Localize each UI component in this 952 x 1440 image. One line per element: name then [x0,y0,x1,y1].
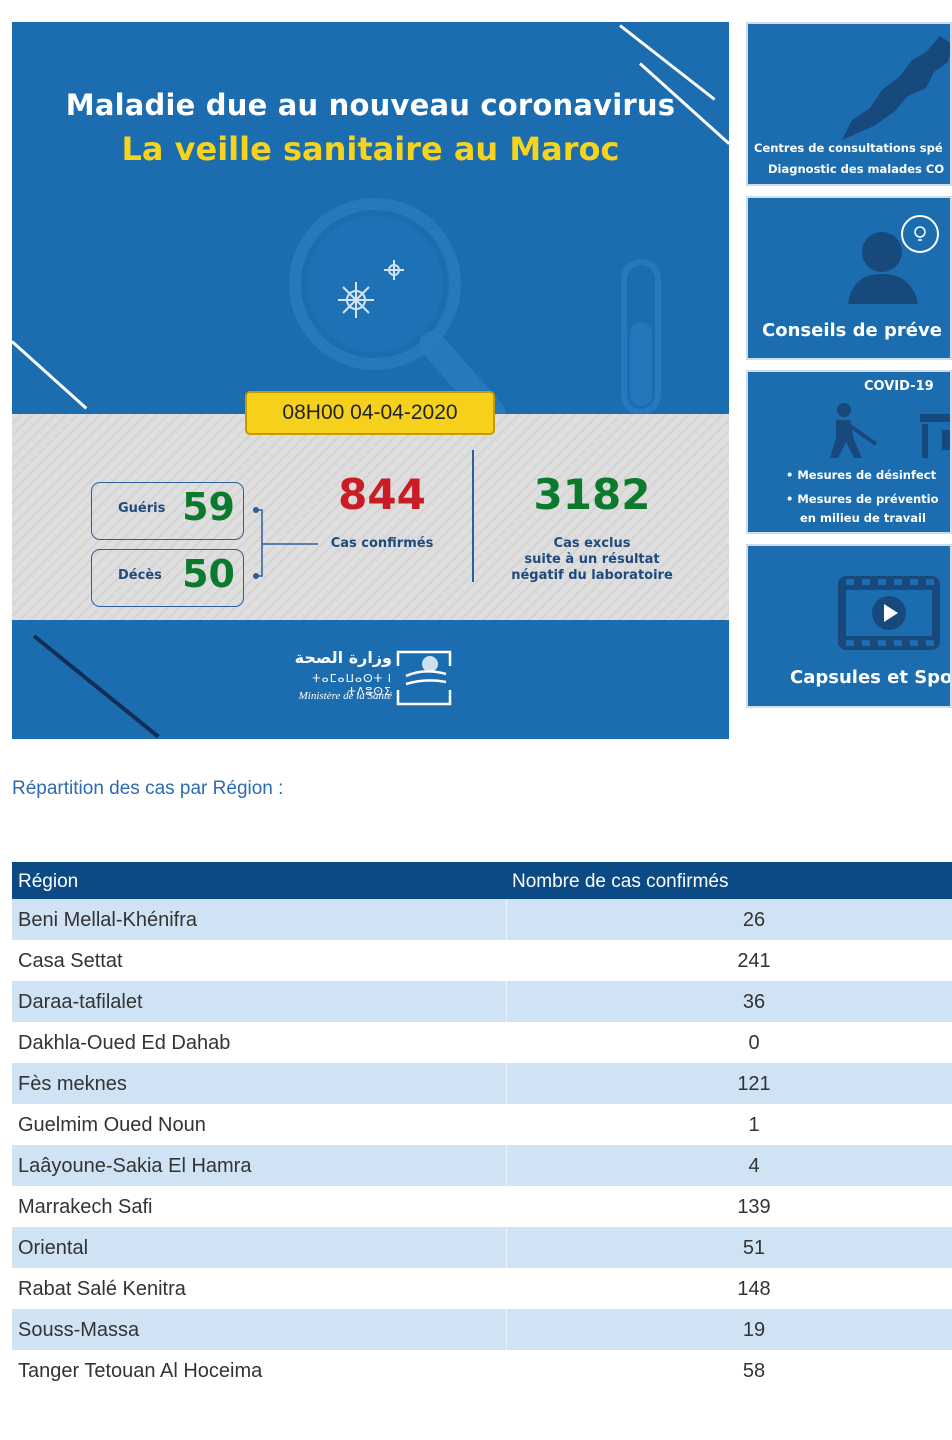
cell-region: Guelmim Oued Noun [18,1114,206,1136]
cell-region: Laâyoune-Sakia El Hamra [18,1155,252,1177]
card-covid-measures[interactable]: COVID-19 • Mesures de désinfect • Mesure… [746,370,952,534]
advice-person-icon [848,215,939,304]
excluded-cases-value: 3182 [533,470,651,519]
card-covid-bullet2-cont: en milieu de travail [800,511,926,525]
excluded-cases-label: Cas exclus suite à un résultat négatif d… [492,536,692,584]
cell-region: Oriental [18,1237,89,1259]
table-row: Tanger Tetouan Al Hoceima 58 [12,1350,952,1391]
table-row: Beni Mellal-Khénifra 26 [12,899,952,940]
card-consultation-line2: Diagnostic des malades CO [768,162,945,176]
recovered-label: Guéris [118,501,166,516]
cell-region: Rabat Salé Kenitra [18,1278,186,1300]
cell-cases: 26 [742,909,766,931]
deaths-box: Décès 50 [91,549,244,607]
bracket-connector [253,507,318,579]
table-row: Guelmim Oued Noun 1 [12,1104,952,1145]
cell-cases: 0 [748,1032,760,1054]
card-prevention-advice[interactable]: Conseils de préve [746,196,952,360]
table-body: Beni Mellal-Khénifra 26 Casa Settat 241 Dara… [12,899,952,1391]
excluded-label-line2: suite à un résultat [524,552,660,567]
card-consultation-centres[interactable]: Centres de consultations spé Diagnostic … [746,22,952,186]
morocco-map-icon [842,36,950,140]
cell-cases: 148 [737,1278,771,1300]
cell-cases: 139 [737,1196,771,1218]
card-consultation-line1: Centres de consultations spé [754,141,943,155]
table-row: Rabat Salé Kenitra 148 [12,1268,952,1309]
video-play-icon [838,576,940,650]
cell-separator [506,1022,507,1063]
banner-title: Maladie due au nouveau coronavirus [65,88,676,122]
cell-cases: 58 [742,1360,766,1382]
cell-region: Marrakech Safi [18,1196,153,1218]
covid-infographic-banner[interactable]: Maladie due au nouveau coronavirus La ve… [12,22,729,739]
cell-separator [506,1145,507,1186]
cell-region: Tanger Tetouan Al Hoceima [18,1360,263,1382]
section-title: Répartition des cas par Région : [12,778,284,799]
header-region: Région [18,871,79,892]
card-covid-bullet2-text: Mesures de préventio [797,492,939,506]
cell-cases: 19 [742,1319,766,1341]
recovered-value: 59 [182,485,235,529]
cell-region: Souss-Massa [18,1319,140,1341]
card-video-title: Capsules et Spo [790,667,952,688]
cell-separator [506,981,507,1022]
card-covid-bullet1-text: Mesures de désinfect [797,468,937,482]
cell-region: Beni Mellal-Khénifra [18,909,197,931]
cell-cases: 121 [737,1073,771,1095]
stats-panel [12,414,729,620]
deaths-label: Décès [118,568,162,583]
cell-separator [506,940,507,981]
cell-separator [506,1104,507,1145]
table-row: Casa Settat 241 [12,940,952,981]
table-row: Souss-Massa 19 [12,1309,952,1350]
disinfection-icon [830,403,950,458]
card-covid-bullet2: • Mesures de préventio [786,492,939,506]
ministry-name-fr: Ministère de la Santé [298,690,392,702]
date-badge: 08H00 04-04-2020 [245,391,495,435]
cell-cases: 36 [742,991,766,1013]
table-header: Région Nombre de cas confirmés [12,862,952,899]
cell-separator [506,1309,507,1350]
cell-region: Daraa-tafilalet [18,991,143,1013]
excluded-label-line1: Cas exclus [553,536,631,551]
cell-region: Dakhla-Oued Ed Dahab [18,1032,231,1054]
stats-divider [472,450,474,582]
excluded-label-line3: négatif du laboratoire [511,568,673,583]
card-covid-heading: COVID-19 [864,379,934,394]
cell-cases: 4 [748,1155,760,1177]
cell-cases: 241 [737,950,771,972]
table-row: Fès meknes 121 [12,1063,952,1104]
cell-cases: 1 [748,1114,760,1136]
table-row: Marrakech Safi 139 [12,1186,952,1227]
cell-separator [506,1186,507,1227]
cell-separator [506,899,507,940]
cell-region: Casa Settat [18,950,123,972]
cell-cases: 51 [742,1237,766,1259]
card-prevention-title: Conseils de préve [762,320,942,341]
ministry-name-ar: وزارة الصحة [294,648,392,667]
table-row: Daraa-tafilalet 36 [12,981,952,1022]
table-row: Laâyoune-Sakia El Hamra 4 [12,1145,952,1186]
confirmed-cases-value: 844 [338,470,426,519]
card-video-capsules[interactable]: Capsules et Spo [746,544,952,708]
banner-subtitle: La veille sanitaire au Maroc [121,130,620,168]
cell-region: Fès meknes [18,1073,127,1095]
table-row: Oriental 51 [12,1227,952,1268]
cell-separator [506,1227,507,1268]
regions-table: Région Nombre de cas confirmés Beni Mell… [12,862,952,1391]
cell-separator [506,1350,507,1391]
ministry-name-tifinagh: ⵜⴰⵎⴰⵡⴰⵙⵜ ⵏ ⵜⴷⵓⵙⵉ [312,672,392,698]
magnifier-illustration [289,198,661,425]
card-covid-bullet1: • Mesures de désinfect [786,468,937,482]
ministry-emblem-icon [396,650,452,706]
deaths-value: 50 [182,552,235,596]
cell-separator [506,1268,507,1309]
cell-separator [506,1063,507,1104]
confirmed-cases-label: Cas confirmés [330,536,434,551]
table-row: Dakhla-Oued Ed Dahab 0 [12,1022,952,1063]
recovered-box: Guéris 59 [91,482,244,540]
header-cases: Nombre de cas confirmés [512,871,729,892]
